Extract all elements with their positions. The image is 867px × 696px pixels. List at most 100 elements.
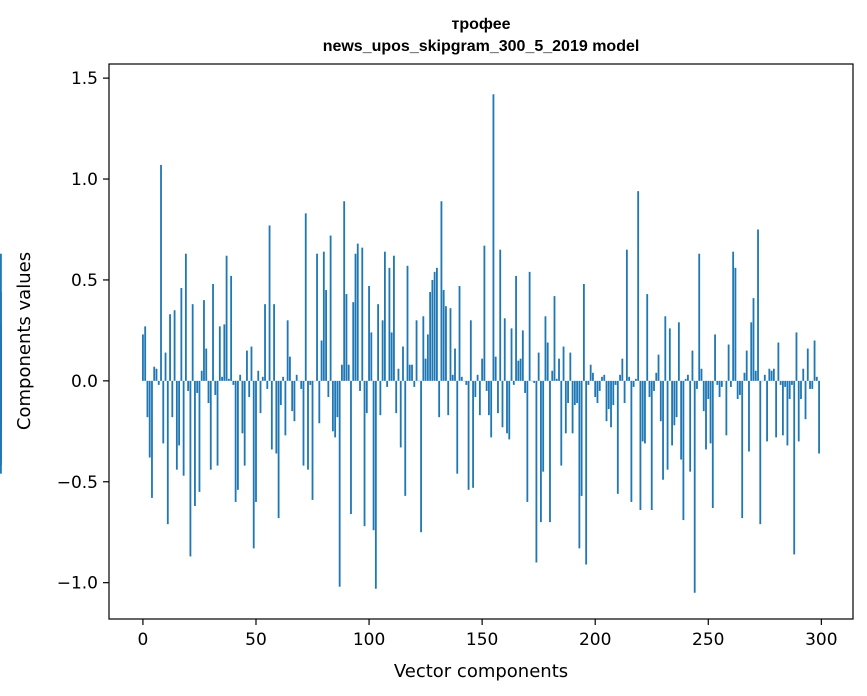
bar (540, 380, 542, 523)
bar (302, 380, 305, 466)
bar (818, 380, 820, 454)
bar (327, 380, 330, 397)
bar (460, 376, 463, 381)
bar (772, 368, 775, 381)
bar (189, 380, 192, 557)
bar (436, 267, 438, 381)
bar (166, 380, 169, 525)
bar (216, 380, 219, 466)
bar (390, 332, 393, 381)
x-tick-label: 300 (805, 630, 837, 650)
bar (802, 368, 805, 381)
bar (741, 380, 744, 519)
bar (406, 265, 409, 381)
bar (411, 364, 413, 381)
bar (793, 380, 796, 555)
bar (497, 380, 499, 414)
bar (232, 380, 235, 385)
bar (295, 374, 298, 381)
bar (334, 380, 337, 438)
bar (361, 247, 364, 381)
bar (815, 376, 818, 381)
bar (379, 380, 382, 416)
bar (277, 380, 280, 519)
bar (506, 380, 508, 434)
bar (415, 320, 418, 381)
bar (347, 364, 350, 381)
bar (635, 378, 637, 381)
bar (549, 380, 551, 523)
bar (279, 380, 282, 406)
bar (601, 376, 603, 381)
bar (142, 334, 144, 381)
bar (184, 253, 187, 381)
bar (700, 368, 703, 381)
bar (551, 370, 554, 381)
bar (151, 380, 153, 498)
bar (182, 380, 185, 476)
bar (374, 380, 377, 589)
bar (718, 380, 721, 397)
bar (381, 320, 384, 381)
bar (273, 304, 275, 381)
bar (716, 380, 719, 385)
bar (336, 380, 339, 418)
bar (705, 380, 707, 450)
bar (614, 380, 617, 385)
bar (354, 253, 357, 381)
bar (571, 380, 574, 434)
bar (745, 350, 748, 381)
bar (266, 380, 269, 389)
bar (567, 380, 569, 404)
bar (0, 360, 2, 381)
bar (564, 380, 567, 434)
bar (205, 348, 208, 381)
bar (680, 380, 683, 460)
x-tick-label: 0 (138, 630, 149, 650)
bar (431, 279, 434, 381)
bar (727, 344, 730, 381)
bar (512, 380, 515, 385)
bar (478, 380, 481, 416)
bar (800, 380, 802, 400)
bar (684, 378, 687, 381)
bar (456, 380, 459, 474)
bar (521, 330, 524, 381)
bar (424, 358, 427, 381)
bar (659, 380, 662, 422)
bar (187, 380, 190, 391)
bar (164, 352, 167, 381)
bar (304, 213, 307, 381)
bar (752, 298, 755, 381)
bar (356, 243, 359, 381)
bar (282, 376, 285, 381)
bar (668, 328, 671, 381)
bar (689, 380, 692, 472)
x-tick-label: 50 (245, 630, 267, 650)
bar (454, 348, 456, 381)
bar (748, 380, 750, 452)
bar (781, 380, 784, 436)
bar (664, 316, 667, 381)
bar (503, 318, 506, 381)
bar (207, 380, 210, 404)
bar (469, 320, 472, 381)
bar (329, 235, 332, 381)
bar (736, 380, 739, 400)
bar (809, 380, 811, 389)
plot-frame (108, 63, 854, 620)
bar (607, 380, 610, 410)
bar (646, 294, 649, 381)
bar (517, 360, 520, 381)
bar (555, 378, 558, 381)
bar (725, 380, 728, 436)
bar (248, 380, 251, 397)
bar (343, 201, 346, 381)
bar (160, 164, 162, 381)
bar (501, 380, 504, 428)
bar (397, 368, 400, 381)
bar (682, 380, 685, 521)
bar (639, 380, 642, 511)
bar (0, 380, 2, 393)
